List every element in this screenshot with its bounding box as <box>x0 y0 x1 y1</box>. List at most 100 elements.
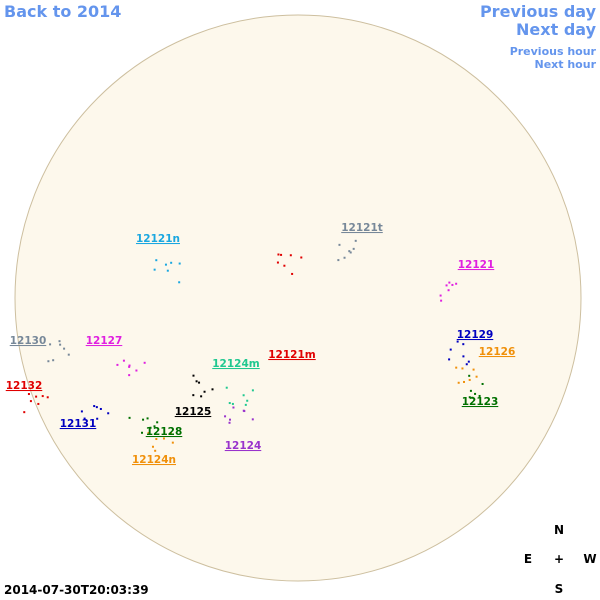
spot <box>242 394 245 397</box>
spot <box>23 411 26 414</box>
spot <box>251 389 254 392</box>
region-label[interactable]: 12124m <box>212 358 260 370</box>
spot <box>95 406 98 409</box>
region-label[interactable]: 12128 <box>146 426 183 438</box>
spot <box>225 386 228 389</box>
spot <box>445 284 448 287</box>
solar-disk <box>14 14 582 582</box>
region-label[interactable]: 12124 <box>225 440 262 452</box>
spot <box>59 343 62 346</box>
spot <box>211 388 214 391</box>
spot <box>228 402 231 405</box>
region-label[interactable]: 12121t <box>341 222 383 234</box>
spot <box>455 282 458 285</box>
spot <box>354 239 357 242</box>
spot <box>467 360 470 363</box>
spot <box>49 343 52 346</box>
spot <box>300 256 303 259</box>
spot <box>449 348 452 351</box>
spot <box>37 402 40 405</box>
spot <box>29 400 32 403</box>
region-label[interactable]: 12129 <box>457 329 494 341</box>
previous-day-link[interactable]: Previous day <box>479 2 596 21</box>
spot <box>243 410 246 413</box>
spot <box>107 412 110 415</box>
spot <box>461 367 464 370</box>
spot <box>93 405 96 408</box>
spot <box>35 395 38 398</box>
spot <box>153 268 156 271</box>
spot <box>162 437 165 440</box>
spot <box>128 374 131 377</box>
spot <box>244 403 247 406</box>
spot <box>178 262 181 265</box>
region-label[interactable]: 12130 <box>10 335 47 347</box>
spot <box>135 369 138 372</box>
spot <box>469 389 472 392</box>
spot <box>63 347 66 350</box>
region-labels: 12121t 12121n 12121 12130 12127 12129 12126 121… <box>6 222 516 466</box>
spot <box>472 368 475 371</box>
spot <box>251 418 254 421</box>
region-label[interactable]: 12123 <box>462 396 499 408</box>
spot <box>475 375 478 378</box>
spot <box>224 415 227 418</box>
spot <box>276 261 279 264</box>
region-label[interactable]: 12126 <box>479 346 516 358</box>
spot <box>80 410 83 413</box>
spot <box>232 406 235 409</box>
region-label[interactable]: 12121n <box>136 233 180 245</box>
spot <box>142 418 145 421</box>
spot <box>291 272 294 275</box>
sunspots <box>23 239 484 452</box>
spot <box>203 390 206 393</box>
next-hour-link[interactable]: Next hour <box>534 58 597 71</box>
region-label[interactable]: 12124n <box>132 454 176 466</box>
next-day-link[interactable]: Next day <box>516 20 596 39</box>
compass-center: + <box>554 552 564 566</box>
previous-hour-link[interactable]: Previous hour <box>509 45 596 58</box>
spot <box>471 396 474 399</box>
spot <box>198 381 201 384</box>
spot <box>463 380 466 383</box>
spot <box>200 395 203 398</box>
spot <box>465 363 468 366</box>
region-label[interactable]: 12131 <box>60 418 97 430</box>
spot <box>128 364 131 367</box>
spot <box>128 365 131 368</box>
region-label[interactable]: 12127 <box>86 335 123 347</box>
spot <box>228 421 231 424</box>
spot <box>151 445 154 448</box>
spot <box>58 340 61 343</box>
spot <box>155 438 158 441</box>
spot <box>143 361 146 364</box>
back-link[interactable]: Back to 2014 <box>4 2 122 21</box>
spot <box>99 407 102 410</box>
spot <box>154 449 157 452</box>
spot <box>229 418 232 421</box>
spot <box>468 396 471 399</box>
spot <box>337 259 340 262</box>
timestamp: 2014-07-30T20:03:39 <box>4 583 149 597</box>
spot <box>47 360 50 363</box>
spot <box>451 283 454 286</box>
spot <box>155 259 158 262</box>
spot <box>116 363 119 366</box>
spot <box>440 299 443 302</box>
spot <box>448 281 451 284</box>
spot <box>246 399 249 402</box>
region-label[interactable]: 12121m <box>268 349 316 361</box>
spot <box>195 380 198 383</box>
compass-north: N <box>554 523 564 537</box>
region-label[interactable]: 12132 <box>6 380 43 392</box>
spot <box>192 374 195 377</box>
region-label[interactable]: 12121 <box>458 259 495 271</box>
compass-east: E <box>524 552 532 566</box>
spot <box>141 431 144 434</box>
spot <box>457 381 460 384</box>
spot <box>178 281 181 284</box>
spot <box>122 359 125 362</box>
region-label[interactable]: 12125 <box>175 406 212 418</box>
